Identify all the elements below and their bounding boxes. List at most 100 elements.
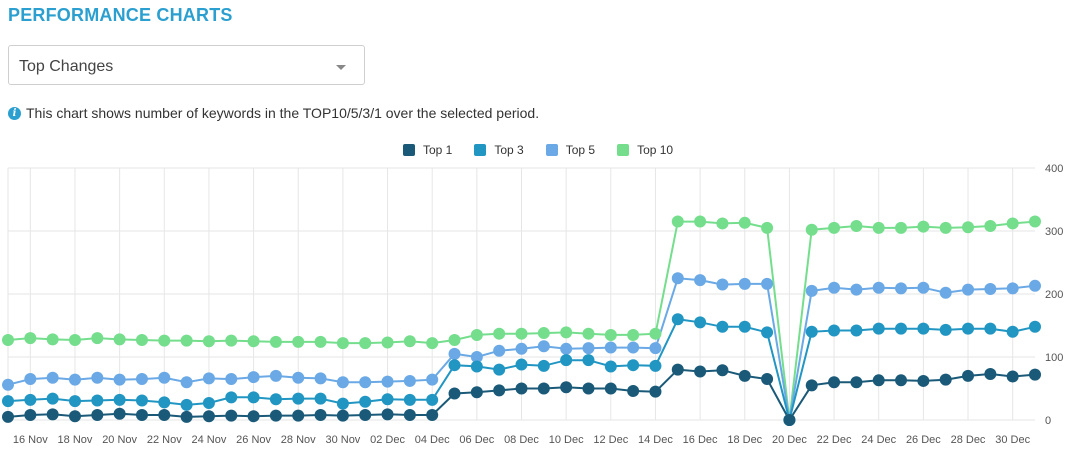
data-point-top3	[872, 322, 885, 335]
data-point-top10	[560, 326, 573, 339]
data-point-top5	[359, 376, 372, 389]
data-point-top3	[292, 392, 305, 405]
data-point-top10	[493, 327, 506, 340]
x-tick-label: 12 Dec	[593, 434, 628, 446]
data-point-top5	[426, 373, 439, 386]
data-point-top5	[604, 341, 617, 354]
data-point-top10	[180, 334, 193, 347]
data-point-top1	[1006, 370, 1019, 383]
data-point-top3	[1006, 325, 1019, 338]
x-tick-label: 06 Dec	[459, 434, 494, 446]
data-point-top5	[805, 284, 818, 297]
data-point-top1	[649, 385, 662, 398]
data-point-top3	[448, 359, 461, 372]
data-point-top3	[537, 359, 550, 372]
chart-type-dropdown[interactable]: Top Changes	[8, 45, 365, 85]
data-point-top1	[872, 374, 885, 387]
data-point-top1	[448, 387, 461, 400]
data-point-top1	[493, 384, 506, 397]
data-point-top1	[426, 408, 439, 421]
legend-label-top1: Top 1	[423, 143, 453, 157]
data-point-top3	[962, 322, 975, 335]
x-tick-label: 18 Dec	[727, 434, 762, 446]
chevron-down-icon	[336, 65, 346, 70]
data-point-top1	[984, 368, 997, 381]
data-point-top1	[895, 374, 908, 387]
data-point-top3	[24, 393, 37, 406]
y-tick-label: 300	[1045, 226, 1063, 238]
data-point-top5	[560, 342, 573, 355]
legend-item-top3[interactable]: Top 3	[474, 143, 524, 157]
data-point-top5	[202, 372, 215, 385]
data-point-top5	[939, 286, 952, 299]
data-point-top5	[761, 277, 774, 290]
data-point-top5	[984, 282, 997, 295]
data-point-top3	[46, 392, 59, 405]
data-point-top10	[738, 216, 751, 229]
data-point-top3	[649, 359, 662, 372]
data-point-top10	[917, 220, 930, 233]
data-point-top1	[515, 382, 528, 395]
data-point-top1	[247, 410, 260, 423]
data-point-top3	[694, 316, 707, 329]
data-point-top1	[560, 381, 573, 394]
data-point-top3	[381, 393, 394, 406]
data-point-top3	[716, 320, 729, 333]
x-tick-label: 14 Dec	[638, 434, 673, 446]
data-point-top5	[180, 376, 193, 389]
data-point-top3	[135, 394, 148, 407]
data-point-top10	[225, 334, 238, 347]
data-point-top1	[24, 408, 37, 421]
data-point-top1	[336, 409, 349, 422]
data-point-top3	[984, 322, 997, 335]
data-point-top5	[314, 372, 327, 385]
x-tick-label: 08 Dec	[504, 434, 539, 446]
data-point-top10	[336, 337, 349, 350]
data-point-top5	[850, 283, 863, 296]
y-tick-label: 0	[1045, 415, 1051, 427]
data-point-top3	[515, 358, 528, 371]
x-tick-label: 24 Dec	[861, 434, 896, 446]
data-point-top10	[247, 335, 260, 348]
legend-label-top3: Top 3	[494, 143, 524, 157]
data-point-top1	[537, 382, 550, 395]
legend-item-top5[interactable]: Top 5	[545, 143, 595, 157]
data-point-top10	[158, 334, 171, 347]
x-tick-label: 16 Dec	[683, 434, 718, 446]
data-point-top3	[91, 394, 104, 407]
x-tick-label: 24 Nov	[192, 434, 227, 446]
data-point-top10	[24, 332, 37, 345]
data-point-top10	[984, 219, 997, 232]
x-tick-label: 22 Nov	[147, 434, 182, 446]
legend-swatch-top10	[617, 144, 630, 156]
chart-series-points	[2, 215, 1041, 426]
data-point-top3	[939, 323, 952, 336]
data-point-top5	[68, 373, 81, 386]
data-point-top1	[225, 409, 238, 422]
data-point-top5	[649, 342, 662, 355]
data-point-top5	[2, 378, 14, 391]
data-point-top3	[1029, 320, 1041, 333]
x-tick-label: 10 Dec	[549, 434, 584, 446]
data-point-top10	[939, 221, 952, 234]
data-point-top1	[694, 365, 707, 378]
data-point-top1	[314, 408, 327, 421]
data-point-top5	[336, 376, 349, 389]
legend-item-top10[interactable]: Top 10	[617, 143, 673, 157]
y-tick-label: 400	[1045, 163, 1063, 175]
x-tick-label: 02 Dec	[370, 434, 405, 446]
legend-item-top1[interactable]: Top 1	[403, 143, 452, 157]
data-point-top3	[336, 397, 349, 410]
data-point-top10	[962, 221, 975, 234]
data-point-top10	[537, 327, 550, 340]
data-point-top3	[560, 354, 573, 367]
data-point-top3	[604, 360, 617, 373]
data-point-top5	[895, 282, 908, 295]
data-point-top3	[895, 322, 908, 335]
data-point-top10	[426, 337, 439, 350]
data-point-top10	[694, 215, 707, 228]
data-point-top3	[761, 326, 774, 339]
x-tick-label: 30 Nov	[325, 434, 360, 446]
x-tick-label: 28 Dec	[951, 434, 986, 446]
x-tick-label: 30 Dec	[995, 434, 1030, 446]
